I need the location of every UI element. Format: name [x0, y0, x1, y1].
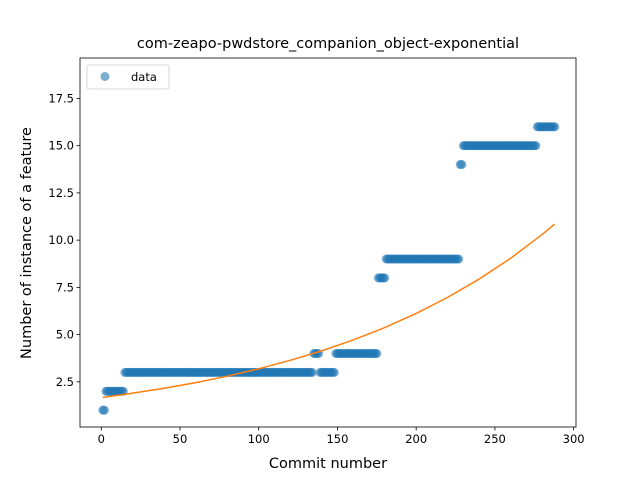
- y-tick-label: 2.5: [56, 375, 74, 389]
- x-tick-label: 100: [248, 432, 270, 446]
- axis-ticks: 0 50 100 150 200 250 300 2.5 5.0 7.5 10.0 12.5 15.0 1…: [48, 91, 584, 446]
- data-point: [457, 160, 467, 170]
- chart-title: com-zeapo-pwdstore_companion_object-expo…: [137, 36, 519, 52]
- plot-frame: [79, 57, 577, 428]
- x-tick-label: 300: [563, 432, 585, 446]
- y-tick-label: 10.0: [48, 233, 74, 247]
- y-axis-label: Number of instance of a feature: [19, 127, 35, 359]
- x-tick-label: 50: [173, 432, 188, 446]
- legend-entry-label: data: [131, 70, 157, 84]
- y-tick-label: 15.0: [48, 139, 74, 153]
- data-point: [531, 141, 541, 151]
- data-point: [550, 122, 560, 132]
- data-point: [372, 349, 382, 359]
- x-tick-label: 250: [484, 432, 506, 446]
- legend-box: [86, 64, 170, 90]
- y-tick-label: 5.0: [56, 328, 74, 342]
- fit-line-series: [102, 223, 556, 399]
- data-point: [454, 254, 464, 264]
- data-point: [307, 367, 317, 377]
- y-tick-label: 7.5: [56, 280, 74, 294]
- x-tick-label: 200: [405, 432, 427, 446]
- plot-area: [98, 122, 560, 415]
- legend-marker-icon: [100, 72, 110, 81]
- x-tick-label: 150: [326, 432, 348, 446]
- y-tick-label: 12.5: [48, 186, 74, 200]
- data-point: [99, 405, 109, 415]
- data-point: [380, 273, 390, 283]
- x-tick-label: 0: [98, 432, 105, 446]
- legend: data: [86, 64, 170, 90]
- x-axis-label: Commit number: [269, 456, 387, 472]
- data-point: [329, 367, 339, 377]
- y-tick-label: 17.5: [48, 91, 74, 105]
